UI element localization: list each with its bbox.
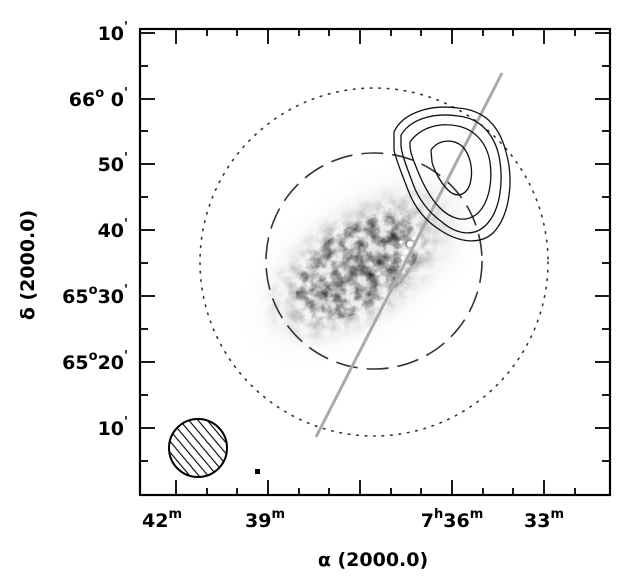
y-tick-label-66-0: 66o 0' [69, 86, 128, 111]
y-tick-label-40: 40' [98, 217, 128, 242]
y-tick-label-65-20: 65o20' [62, 349, 128, 374]
plot-frame [138, 27, 612, 497]
x-tick-label-39m: 39m [245, 507, 285, 532]
y-tick-label-10-top: 10' [98, 20, 128, 45]
x-axis-title: α (2000.0) [318, 549, 428, 571]
x-tick-label-33m: 33m [524, 507, 564, 532]
beam-hatched-circle [168, 418, 228, 478]
x-tick-label-42m: 42m [142, 507, 182, 532]
x-ticks [175, 29, 576, 495]
contours [393, 106, 511, 242]
slit-line [314, 72, 504, 438]
y-tick-label-65-30: 65o30' [62, 283, 128, 308]
dashed-circle [265, 152, 483, 370]
white-spot [399, 236, 416, 260]
dotted-circle [199, 87, 549, 437]
y-tick-label-10-bottom: 10' [98, 415, 128, 440]
y-ticks [140, 32, 610, 462]
y-tick-label-50: 50' [98, 151, 128, 176]
y-axis-title: δ (2000.0) [17, 210, 39, 320]
x-tick-label-7h36m: 7h36m [421, 507, 484, 532]
small-square-marker [255, 469, 260, 474]
